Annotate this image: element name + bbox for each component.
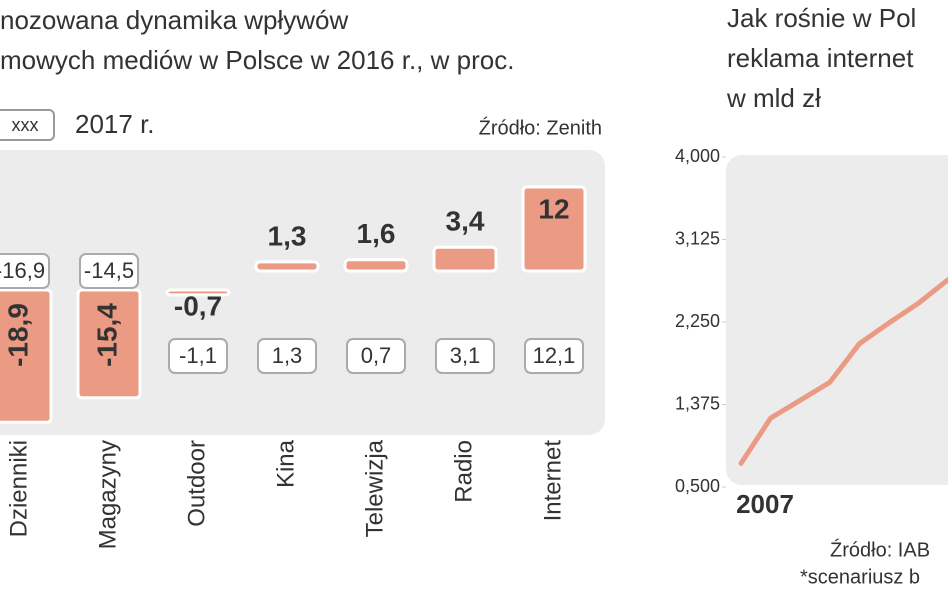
legend-label: 2017 r. xyxy=(75,109,155,139)
line xyxy=(738,277,948,466)
right-title: w mld zł xyxy=(726,83,821,113)
category-label: Telewizja xyxy=(361,439,388,537)
bar xyxy=(165,288,231,297)
bar xyxy=(343,258,409,273)
legend-box-label: xxx xyxy=(12,115,39,135)
value-label-2017: 1,3 xyxy=(272,343,303,368)
source: Źródło: Zenith xyxy=(479,116,602,139)
value-label-2017: 0,7 xyxy=(361,343,392,368)
y-tick-label: 3,125 xyxy=(675,228,720,248)
category-label: Kina xyxy=(272,439,299,488)
category-label: Outdoor xyxy=(183,440,210,527)
value-label: 12 xyxy=(538,193,569,224)
category-label: Internet xyxy=(539,440,566,522)
category-label: Radio xyxy=(450,440,477,503)
box-2017 xyxy=(257,338,317,374)
y-tick-label: 0,500 xyxy=(675,476,720,496)
box-2017 xyxy=(435,338,495,374)
value-label-2017: -14,5 xyxy=(84,258,134,283)
y-tick-label: 4,000 xyxy=(675,146,720,166)
value-label: -15,4 xyxy=(91,303,122,367)
box-2017 xyxy=(524,338,584,374)
bar xyxy=(521,185,587,273)
box-2017 xyxy=(79,253,139,289)
bar xyxy=(432,245,498,273)
x-tick-label: 2007 xyxy=(736,489,794,519)
box-2017 xyxy=(346,338,406,374)
value-label: 1,3 xyxy=(268,220,307,251)
source: Źródło: IAB xyxy=(830,538,930,561)
bar xyxy=(254,260,320,273)
value-label-2017: 12,1 xyxy=(533,343,576,368)
value-label: 3,4 xyxy=(446,206,485,237)
value-label: 1,6 xyxy=(357,218,396,249)
y-tick-label: 2,250 xyxy=(675,311,720,331)
right-title: reklama internet xyxy=(727,43,914,73)
value-label-2017: -1,1 xyxy=(179,343,217,368)
bar xyxy=(76,288,142,400)
legend-box xyxy=(0,109,55,141)
box-2017 xyxy=(0,253,50,289)
box-2017 xyxy=(168,338,228,374)
left-title: mowych mediów w Polsce w 2016 r., w proc… xyxy=(0,45,514,75)
right-panel xyxy=(726,155,948,485)
bar xyxy=(0,288,53,424)
category-label: Dzienniki xyxy=(5,440,32,537)
left-title: nozowana dynamika wpływów xyxy=(0,5,349,35)
category-label: Magazyny xyxy=(94,440,121,549)
value-label-2017: 3,1 xyxy=(450,343,481,368)
value-label: -0,7 xyxy=(174,290,222,321)
source: *scenariusz b xyxy=(800,566,920,588)
y-tick-label: 1,375 xyxy=(675,393,720,413)
value-label-2017: -16,9 xyxy=(0,258,45,283)
right-title: Jak rośnie w Pol xyxy=(727,3,916,33)
value-label: -18,9 xyxy=(2,303,33,367)
